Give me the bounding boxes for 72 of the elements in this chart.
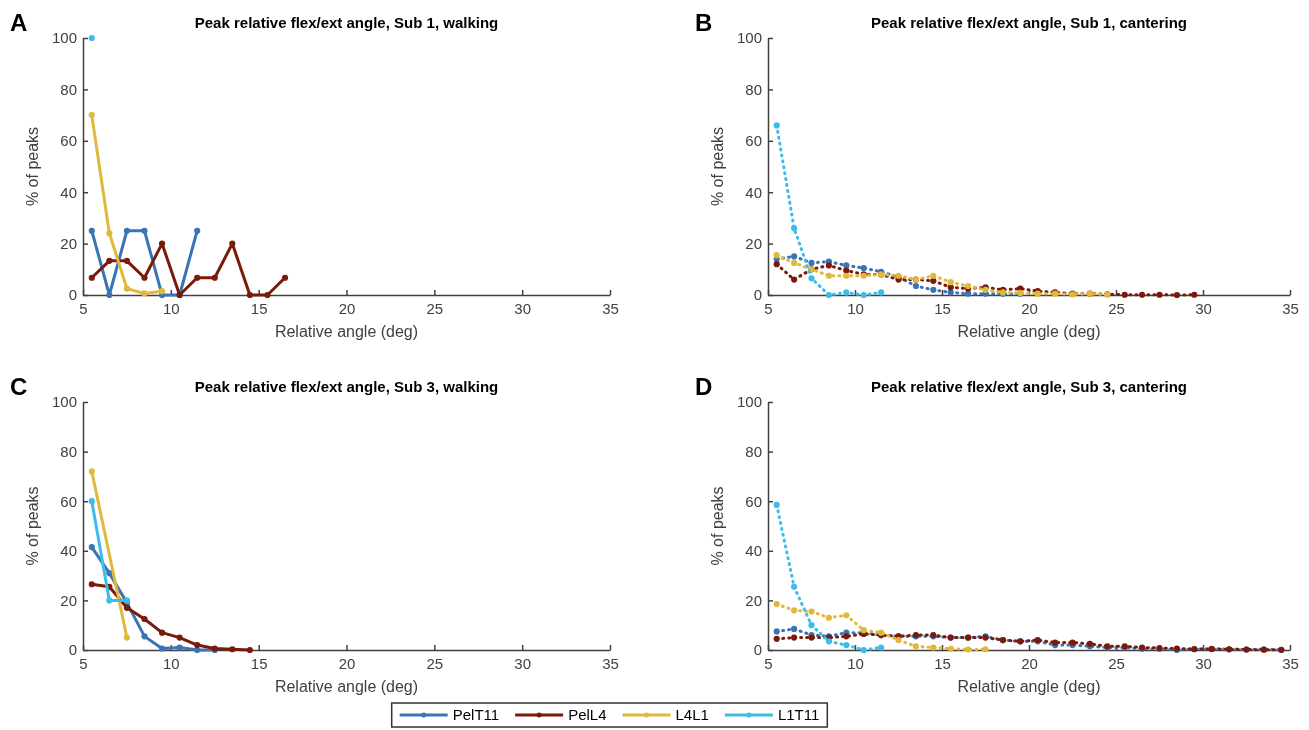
y-tick-label: 40 <box>745 542 762 560</box>
chart-title: Peak relative flex/ext angle, Sub 1, walking <box>194 14 499 31</box>
x-tick-label: 25 <box>1108 299 1125 317</box>
y-tick-label: 80 <box>745 442 762 460</box>
y-tick-label: 80 <box>60 442 77 460</box>
x-tick-label: 15 <box>934 299 951 317</box>
legend-label: PelL4 <box>568 706 607 723</box>
y-axis-title: % of peaks <box>24 126 41 207</box>
x-tick-label: 5 <box>764 299 773 317</box>
y-tick-label: 60 <box>60 492 77 510</box>
legend-label: L1T11 <box>777 706 820 723</box>
y-tick-label: 100 <box>51 393 77 411</box>
x-tick-label: 15 <box>934 654 951 672</box>
x-tick-label: 35 <box>1282 299 1299 317</box>
y-axis-title: % of peaks <box>709 126 726 207</box>
x-tick-label: 20 <box>338 299 356 317</box>
x-tick-label: 20 <box>338 654 356 672</box>
x-axis-title: Relative angle (deg) <box>274 323 419 340</box>
x-tick-label: 30 <box>1195 299 1212 317</box>
x-tick-label: 35 <box>1282 654 1299 672</box>
y-tick-label: 40 <box>745 183 762 201</box>
y-tick-label: 20 <box>745 234 762 252</box>
y-tick-label: 80 <box>60 80 77 98</box>
y-tick-label: 40 <box>60 183 77 201</box>
y-tick-label: 100 <box>736 393 762 411</box>
x-tick-label: 5 <box>764 654 773 672</box>
x-tick-label: 15 <box>250 654 268 672</box>
text: A <box>10 9 28 36</box>
y-tick-label: 40 <box>60 542 77 560</box>
x-tick-label: 10 <box>847 299 864 317</box>
chart-title: Peak relative flex/ext angle, Sub 1, cantering <box>871 14 1187 31</box>
y-tick-label: 60 <box>745 492 762 510</box>
y-axis-title: % of peaks <box>24 486 41 566</box>
text: D <box>695 373 713 400</box>
y-tick-label: 80 <box>745 80 762 98</box>
x-tick-label: 25 <box>426 299 444 317</box>
x-axis-title: Relative angle (deg) <box>957 323 1101 340</box>
x-tick-label: 35 <box>602 654 619 672</box>
y-axis-title: % of peaks <box>709 486 726 566</box>
y-tick-label: 100 <box>736 29 762 47</box>
x-tick-label: 5 <box>79 299 88 317</box>
x-axis-title: Relative angle (deg) <box>957 678 1101 695</box>
x-axis-title: Relative angle (deg) <box>274 678 419 695</box>
y-tick-label: 60 <box>745 132 762 150</box>
text: C <box>10 373 28 400</box>
chart-title: Peak relative flex/ext angle, Sub 3, walking <box>194 378 499 395</box>
text: B <box>695 9 713 36</box>
y-tick-label: 0 <box>68 286 77 304</box>
x-tick-label: 20 <box>1021 654 1038 672</box>
y-tick-label: 20 <box>60 591 77 609</box>
x-tick-label: 30 <box>1195 654 1212 672</box>
y-tick-label: 60 <box>60 132 77 150</box>
x-tick-label: 25 <box>426 654 444 672</box>
x-tick-label: 30 <box>514 654 532 672</box>
x-tick-label: 10 <box>162 654 180 672</box>
x-tick-label: 10 <box>162 299 180 317</box>
x-tick-label: 25 <box>1108 654 1125 672</box>
y-tick-label: 0 <box>753 641 762 659</box>
x-tick-label: 20 <box>1021 299 1038 317</box>
chart-title: Peak relative flex/ext angle, Sub 3, cantering <box>871 378 1187 395</box>
legend-label: L4L1 <box>675 706 709 723</box>
y-tick-label: 20 <box>60 234 77 252</box>
x-tick-label: 35 <box>602 299 619 317</box>
y-tick-label: 0 <box>753 286 762 304</box>
y-tick-label: 100 <box>51 29 77 47</box>
x-tick-label: 10 <box>847 654 864 672</box>
legend-label: PelT11 <box>452 706 500 723</box>
x-tick-label: 30 <box>514 299 532 317</box>
y-tick-label: 20 <box>745 591 762 609</box>
y-tick-label: 0 <box>68 641 77 659</box>
x-tick-label: 5 <box>79 654 88 672</box>
x-tick-label: 15 <box>250 299 268 317</box>
